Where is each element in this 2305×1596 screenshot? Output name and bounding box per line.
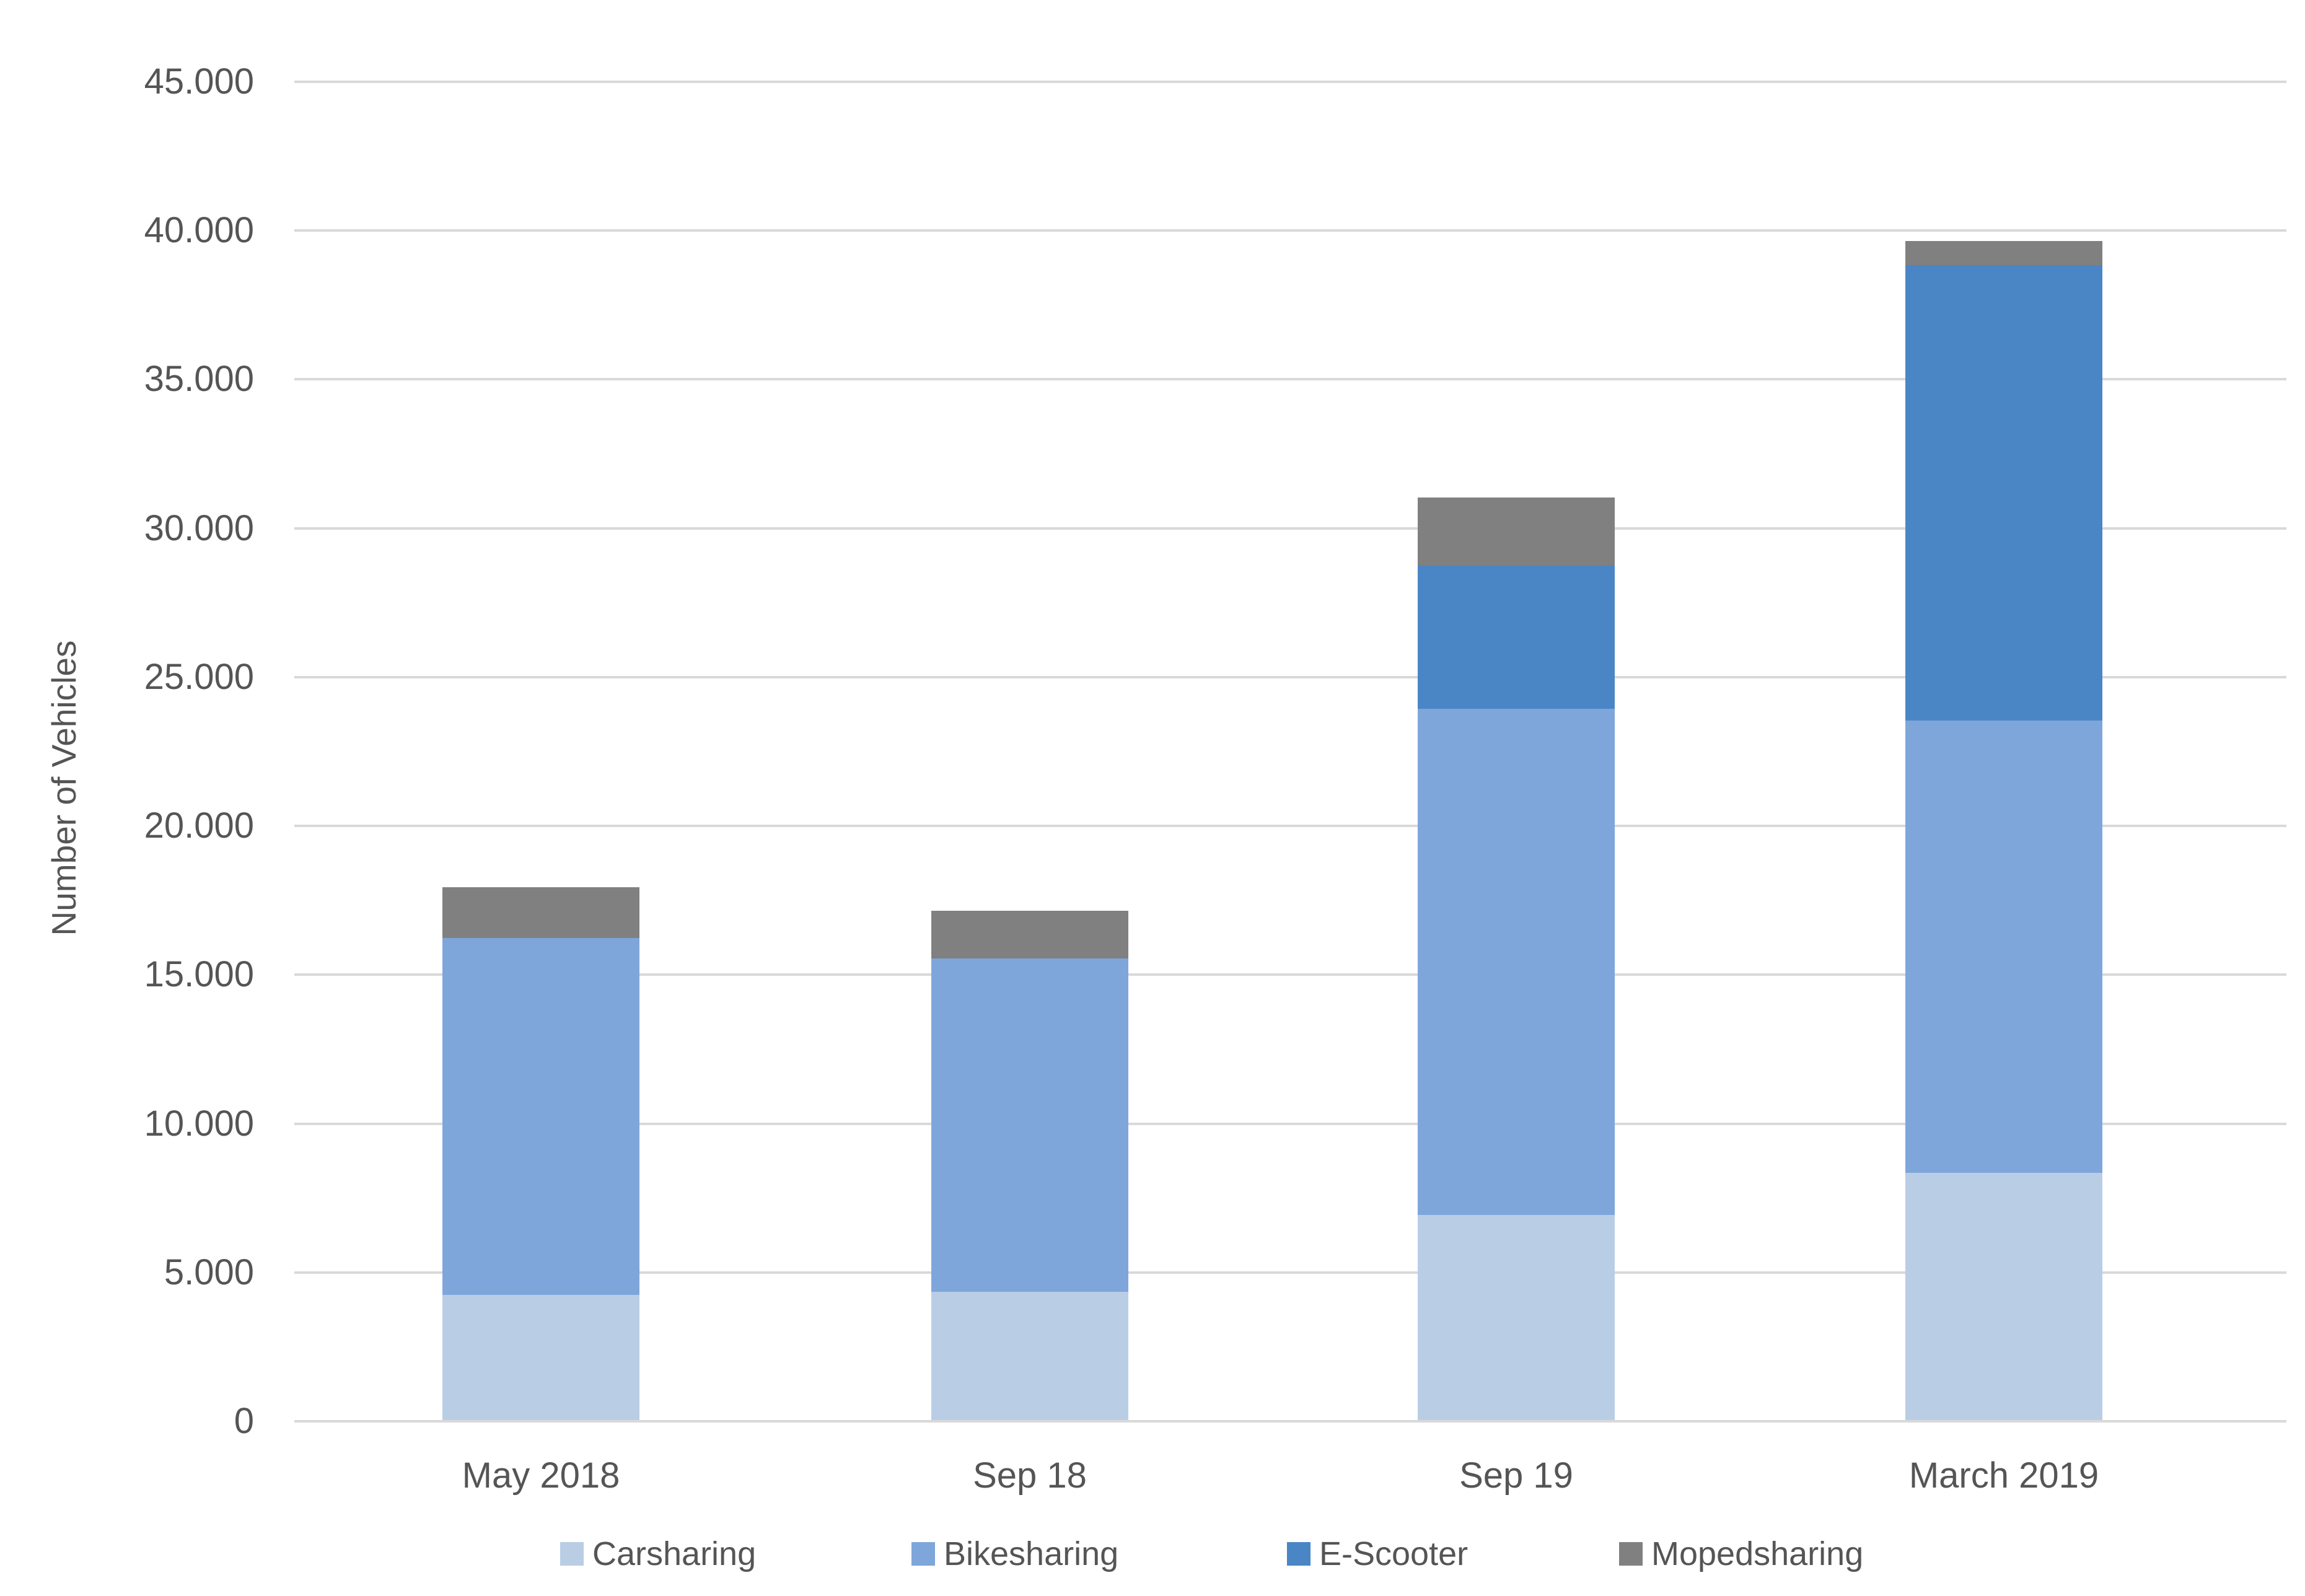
legend-label: Bikesharing	[944, 1535, 1119, 1572]
bar-segment-mopedsharing	[1418, 497, 1615, 566]
bar-segment-carsharing	[442, 1295, 639, 1420]
legend-label: E-Scooter	[1319, 1535, 1469, 1572]
legend-item-carsharing: Carsharing	[560, 1535, 756, 1572]
x-axis-category-label: May 2018	[462, 1455, 620, 1496]
gridline	[294, 1420, 2286, 1423]
x-axis-category-label: Sep 19	[1459, 1455, 1573, 1496]
bar-march-2019	[1905, 241, 2102, 1420]
gridline	[294, 1271, 2286, 1274]
legend-swatch-icon	[911, 1542, 935, 1566]
bar-segment-carsharing	[931, 1292, 1128, 1420]
legend-label: Carsharing	[592, 1535, 757, 1572]
gridline	[294, 675, 2286, 678]
plot-area	[294, 81, 2286, 1423]
bar-segment-bikesharing	[1418, 708, 1615, 1215]
legend-item-mopedsharing: Mopedsharing	[1619, 1535, 1863, 1572]
y-axis-tick-label: 35.000	[144, 359, 254, 400]
legend-swatch-icon	[1287, 1542, 1311, 1566]
legend-item-bikesharing: Bikesharing	[911, 1535, 1118, 1572]
legend-item-e-scooter: E-Scooter	[1287, 1535, 1468, 1572]
bar-segment-bikesharing	[1905, 720, 2102, 1173]
bar-segment-bikesharing	[442, 937, 639, 1296]
y-axis-tick-label: 5.000	[164, 1252, 254, 1292]
bar-segment-carsharing	[1418, 1214, 1615, 1420]
y-axis-tick-label: 30.000	[144, 507, 254, 548]
bar-segment-bikesharing	[931, 958, 1128, 1292]
gridline	[294, 527, 2286, 530]
bar-segment-mopedsharing	[931, 911, 1128, 959]
y-axis-tick-label: 15.000	[144, 954, 254, 995]
legend-label: Mopedsharing	[1651, 1535, 1864, 1572]
y-axis-tick-label: 40.000	[144, 210, 254, 251]
gridline	[294, 378, 2286, 381]
y-axis-tick-label: 0	[234, 1401, 254, 1441]
bar-segment-e-scooter	[1905, 265, 2102, 721]
gridline	[294, 825, 2286, 828]
gridline	[294, 229, 2286, 232]
bar-segment-e-scooter	[1418, 566, 1615, 709]
gridline	[294, 1122, 2286, 1125]
legend-swatch-icon	[1619, 1542, 1643, 1566]
bar-segment-carsharing	[1905, 1173, 2102, 1420]
x-axis-category-label: March 2019	[1908, 1455, 2099, 1496]
bar-sep-19	[1418, 497, 1615, 1420]
bar-segment-mopedsharing	[1905, 241, 2102, 265]
gridline	[294, 973, 2286, 976]
y-axis-tick-label: 45.000	[144, 61, 254, 102]
legend-swatch-icon	[560, 1542, 584, 1566]
x-axis-category-label: Sep 18	[973, 1455, 1087, 1496]
bar-segment-mopedsharing	[442, 887, 639, 938]
bar-may-2018	[442, 887, 639, 1420]
gridline	[294, 81, 2286, 83]
y-axis-tick-label: 20.000	[144, 805, 254, 846]
y-axis-tick-label: 25.000	[144, 656, 254, 697]
bar-sep-18	[931, 911, 1128, 1420]
y-axis-tick-label: 10.000	[144, 1103, 254, 1144]
